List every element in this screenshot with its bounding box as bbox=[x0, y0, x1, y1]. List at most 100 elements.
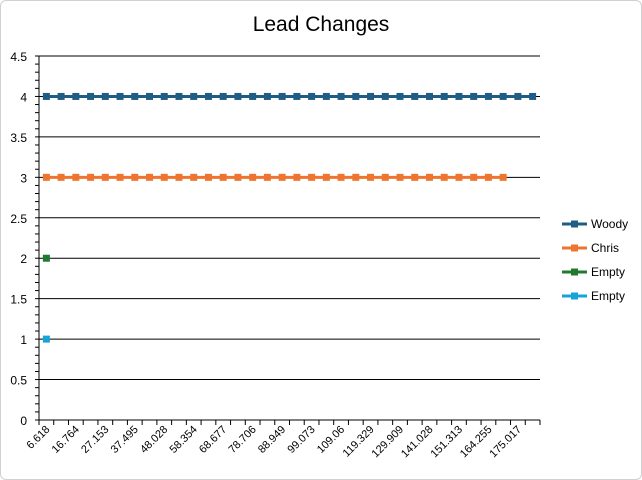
data-point bbox=[160, 173, 168, 181]
y-tick-label: 2.5 bbox=[10, 212, 27, 226]
y-tick-label: 3.5 bbox=[10, 131, 27, 145]
data-point bbox=[470, 92, 478, 100]
data-point bbox=[499, 92, 507, 100]
data-point bbox=[352, 92, 360, 100]
data-point bbox=[234, 92, 242, 100]
y-tick-label: 4 bbox=[20, 90, 27, 104]
y-tick-label: 4.5 bbox=[10, 50, 27, 64]
data-point bbox=[131, 173, 139, 181]
data-point bbox=[263, 173, 271, 181]
data-point bbox=[87, 173, 95, 181]
data-point bbox=[293, 92, 301, 100]
data-point bbox=[190, 173, 198, 181]
data-point bbox=[42, 254, 50, 262]
x-tick-label: 88.949 bbox=[256, 424, 288, 456]
data-point bbox=[131, 92, 139, 100]
x-tick-label: 175.017 bbox=[487, 424, 524, 461]
data-point bbox=[322, 92, 330, 100]
y-tick-label: 3 bbox=[20, 171, 27, 185]
x-tick-label: 58.354 bbox=[168, 424, 200, 456]
y-tick-label: 0 bbox=[20, 414, 27, 428]
data-point bbox=[175, 173, 183, 181]
data-point bbox=[57, 92, 65, 100]
y-tick-label: 1 bbox=[20, 333, 27, 347]
y-tick-label: 0.5 bbox=[10, 374, 27, 388]
legend-label: Woody bbox=[591, 217, 628, 231]
x-tick-label: 99.073 bbox=[285, 424, 317, 456]
data-point bbox=[57, 173, 65, 181]
data-point bbox=[249, 173, 257, 181]
data-point bbox=[146, 92, 154, 100]
data-point bbox=[455, 92, 463, 100]
data-point bbox=[116, 92, 124, 100]
legend-label: Chris bbox=[591, 241, 619, 255]
data-point bbox=[337, 173, 345, 181]
data-point bbox=[308, 173, 316, 181]
data-point bbox=[249, 92, 257, 100]
data-point bbox=[514, 92, 522, 100]
data-point bbox=[219, 92, 227, 100]
legend-marker bbox=[571, 244, 578, 252]
data-point bbox=[337, 92, 345, 100]
data-point bbox=[101, 173, 109, 181]
data-point bbox=[160, 92, 168, 100]
data-point bbox=[367, 173, 375, 181]
data-point bbox=[396, 173, 404, 181]
data-point bbox=[146, 173, 154, 181]
legend-marker bbox=[571, 268, 578, 276]
legend-marker bbox=[571, 220, 578, 228]
x-tick-label: 6.618 bbox=[25, 424, 53, 452]
data-point bbox=[484, 173, 492, 181]
data-point bbox=[440, 92, 448, 100]
data-point bbox=[352, 173, 360, 181]
x-tick-label: 68.677 bbox=[197, 424, 229, 456]
data-point bbox=[72, 92, 80, 100]
data-point bbox=[455, 173, 463, 181]
data-point bbox=[411, 92, 419, 100]
data-point bbox=[101, 92, 109, 100]
data-point bbox=[425, 173, 433, 181]
data-point bbox=[42, 173, 50, 181]
data-point bbox=[411, 173, 419, 181]
legend-label: Empty bbox=[591, 289, 625, 303]
data-point bbox=[396, 92, 404, 100]
data-point bbox=[42, 335, 50, 343]
data-point bbox=[175, 92, 183, 100]
data-point bbox=[42, 92, 50, 100]
data-point bbox=[499, 173, 507, 181]
data-point bbox=[308, 92, 316, 100]
data-point bbox=[72, 173, 80, 181]
y-tick-label: 2 bbox=[20, 252, 27, 266]
x-tick-label: 37.495 bbox=[109, 424, 141, 456]
data-point bbox=[381, 92, 389, 100]
data-point bbox=[484, 92, 492, 100]
data-point bbox=[470, 173, 478, 181]
x-tick-label: 78.706 bbox=[226, 424, 258, 456]
data-point bbox=[204, 92, 212, 100]
legend-marker bbox=[571, 292, 578, 300]
data-point bbox=[263, 92, 271, 100]
data-point bbox=[87, 92, 95, 100]
y-tick-label: 1.5 bbox=[10, 293, 27, 307]
x-tick-label: 48.028 bbox=[138, 424, 170, 456]
data-point bbox=[204, 173, 212, 181]
x-tick-label: 27.153 bbox=[79, 424, 111, 456]
data-point bbox=[234, 173, 242, 181]
data-point bbox=[440, 173, 448, 181]
data-point bbox=[219, 173, 227, 181]
data-point bbox=[293, 173, 301, 181]
x-tick-label: 16.764 bbox=[50, 424, 82, 456]
data-point bbox=[529, 92, 537, 100]
legend-label: Empty bbox=[591, 265, 625, 279]
chart-title: Lead Changes bbox=[252, 13, 390, 36]
data-point bbox=[116, 173, 124, 181]
data-point bbox=[278, 173, 286, 181]
data-point bbox=[425, 92, 433, 100]
data-point bbox=[322, 173, 330, 181]
data-point bbox=[367, 92, 375, 100]
data-point bbox=[278, 92, 286, 100]
data-point bbox=[190, 92, 198, 100]
data-point bbox=[381, 173, 389, 181]
